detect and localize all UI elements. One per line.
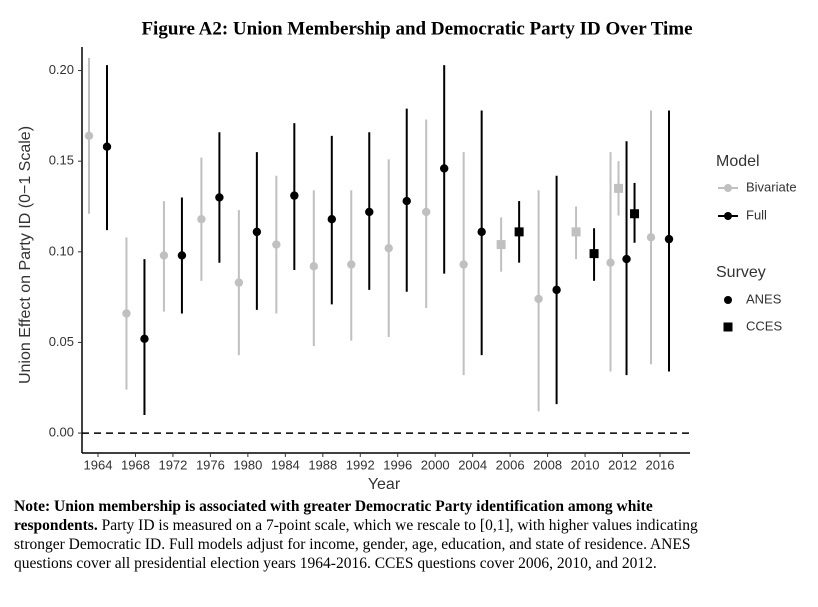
point [440, 164, 449, 173]
x-tick-label: 2016 [646, 457, 675, 472]
point [365, 207, 374, 217]
legend-label: ANES [746, 291, 782, 306]
point [290, 191, 299, 200]
point [614, 183, 624, 193]
y-tick-label: 0.00 [49, 425, 74, 440]
legend-title: Survey [716, 264, 766, 281]
point [177, 251, 187, 260]
point [514, 227, 524, 237]
y-tick-label: 0.10 [49, 243, 74, 258]
chart-title: Figure A2: Union Membership and Democrat… [141, 18, 692, 39]
point [84, 131, 94, 141]
y-tick-label: 0.20 [49, 62, 74, 77]
y-tick-label: 0.15 [49, 153, 74, 168]
point [477, 227, 486, 237]
chart: Figure A2: Union Membership and Democrat… [17, 18, 797, 492]
legend-title: Model [716, 153, 760, 170]
x-tick-label: 1980 [233, 457, 262, 472]
legend-label: CCES [746, 318, 782, 333]
legend-marker [724, 296, 732, 304]
point [159, 251, 169, 260]
point [552, 285, 561, 295]
note-text: Party ID is measured on a 7-point scale,… [14, 517, 698, 572]
point [459, 260, 468, 269]
x-tick-label: 2006 [496, 457, 525, 472]
point [622, 254, 631, 264]
point [309, 262, 318, 271]
legend-marker [723, 322, 733, 332]
point [630, 209, 640, 219]
x-tick-label: 1988 [308, 457, 337, 472]
x-tick-label: 2000 [421, 457, 450, 472]
point [140, 334, 149, 344]
point [534, 294, 543, 304]
point [215, 193, 224, 202]
point [347, 260, 356, 269]
x-tick-label: 2012 [608, 457, 637, 472]
point [272, 240, 281, 249]
point [402, 196, 411, 206]
x-axis-title: Year [368, 476, 401, 492]
point [496, 240, 506, 250]
x-tick-label: 1964 [84, 457, 113, 472]
point [327, 214, 336, 224]
y-axis-title: Union Effect on Party ID (0−1 Scale) [17, 126, 34, 384]
point [197, 214, 206, 224]
point [422, 207, 431, 217]
x-tick-label: 1972 [158, 457, 187, 472]
point [252, 227, 262, 237]
legend-marker [724, 184, 732, 192]
x-tick-label: 2010 [571, 457, 600, 472]
point [664, 234, 674, 244]
x-tick-label: 1996 [383, 457, 412, 472]
legend-marker [724, 212, 732, 220]
point [102, 142, 112, 151]
point [606, 258, 615, 267]
point [384, 243, 393, 253]
x-tick-label: 1984 [271, 457, 300, 472]
point [571, 227, 581, 237]
x-tick-label: 1992 [346, 457, 375, 472]
x-tick-label: 1968 [121, 457, 150, 472]
note-bold: Note: Union membership is associated wit… [14, 498, 653, 534]
x-tick-label: 1976 [196, 457, 225, 472]
point [589, 249, 599, 259]
point [646, 233, 656, 242]
legend-label: Bivariate [746, 179, 797, 194]
legend-label: Full [746, 207, 767, 222]
x-tick-label: 2008 [533, 457, 562, 472]
y-tick-label: 0.05 [49, 334, 74, 349]
x-tick-label: 2004 [458, 457, 487, 472]
point [234, 278, 244, 287]
point [122, 309, 131, 318]
note: Note: Union membership is associated wit… [14, 497, 739, 573]
